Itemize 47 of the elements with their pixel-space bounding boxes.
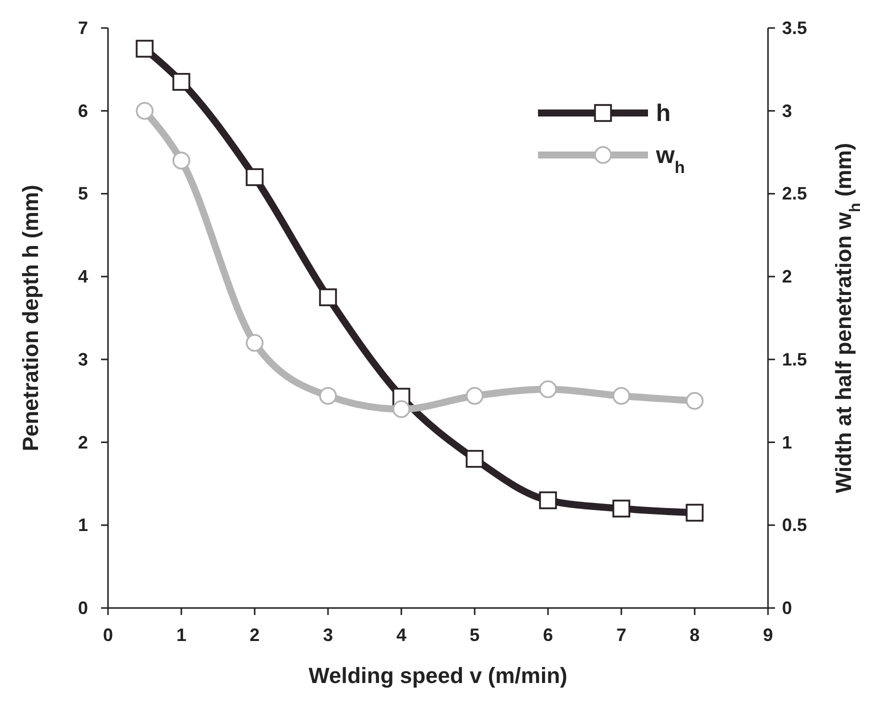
point xyxy=(539,380,557,398)
point xyxy=(466,450,484,468)
x-axis-title: Welding speed v (m/min) xyxy=(308,663,568,688)
point xyxy=(612,500,630,518)
legend-label: h xyxy=(656,100,671,127)
x-tick-label: 2 xyxy=(250,625,260,645)
y2-tick-label: 1.5 xyxy=(782,349,808,370)
x-tick-label: 5 xyxy=(470,625,480,645)
point xyxy=(136,40,154,58)
point xyxy=(686,504,704,522)
point xyxy=(319,386,337,405)
y-tick-label: 3 xyxy=(78,349,88,370)
y2-tick-label: 0 xyxy=(782,598,792,618)
y-tick-label: 0 xyxy=(78,598,88,618)
y-tick-label: 2 xyxy=(78,432,88,452)
y-tick-label: 1 xyxy=(78,515,88,536)
y-tick-label: 5 xyxy=(78,184,88,204)
y2-tick-label: 2 xyxy=(782,266,792,287)
x-tick-label: 1 xyxy=(176,625,186,645)
x-tick-label: 8 xyxy=(690,625,700,645)
point xyxy=(172,72,190,91)
point xyxy=(246,168,264,186)
point xyxy=(246,334,264,352)
y2-tick-label: 3 xyxy=(782,100,792,121)
x-tick-label: 4 xyxy=(396,625,406,645)
y-tick-label: 4 xyxy=(78,266,88,287)
y-tick-label: 6 xyxy=(78,100,88,121)
x-tick-label: 6 xyxy=(542,625,554,645)
y-tick-label: 7 xyxy=(78,18,88,38)
point xyxy=(172,152,190,170)
x-tick-label: 0 xyxy=(102,625,114,645)
point xyxy=(319,288,337,306)
y2-tick-label: 1 xyxy=(782,432,792,452)
point xyxy=(466,386,484,405)
legend-label: w$_{h}$ xyxy=(655,142,685,176)
y-axis-title: Penetration depth h (mm) xyxy=(18,184,43,452)
x-tick-label: 9 xyxy=(762,625,774,645)
y2-tick-label: 3.5 xyxy=(782,18,808,38)
y2-tick-label: 2.5 xyxy=(782,184,808,204)
point xyxy=(392,400,410,418)
y2-tick-label: 0.5 xyxy=(782,515,808,536)
x-tick-label: 7 xyxy=(616,625,626,645)
x-tick-label: 3 xyxy=(322,625,334,645)
point xyxy=(612,386,630,405)
point xyxy=(686,392,704,410)
point xyxy=(539,491,557,510)
point xyxy=(136,102,154,120)
